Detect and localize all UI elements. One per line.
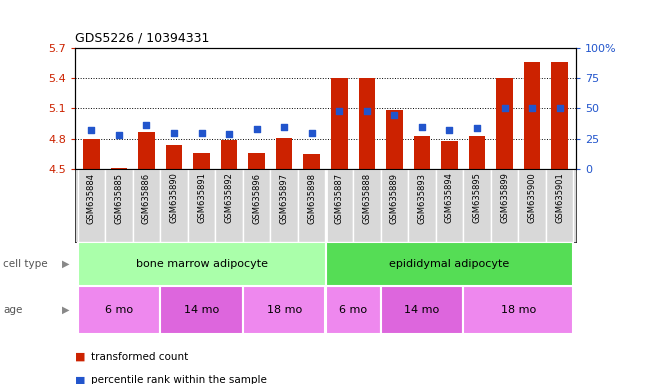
Text: GSM635898: GSM635898 (307, 173, 316, 223)
Point (389, 111, 400, 118)
Text: age: age (3, 305, 23, 315)
Text: cell type: cell type (3, 259, 48, 269)
Bar (243, 169, 270, 242)
Text: GSM635884: GSM635884 (87, 173, 96, 223)
Point (224, 131, 234, 137)
Text: epididymal adipocyte: epididymal adipocyte (389, 259, 510, 269)
Bar (221, 140, 238, 169)
Bar (160, 169, 187, 242)
Point (169, 129, 179, 136)
Text: GSM635885: GSM635885 (115, 173, 124, 223)
Bar (331, 78, 348, 169)
Text: GSM635896: GSM635896 (252, 173, 261, 223)
Point (334, 108, 344, 114)
Bar (436, 169, 464, 242)
Text: GSM635899: GSM635899 (500, 173, 509, 223)
Bar (496, 78, 513, 169)
Point (114, 132, 124, 138)
Point (417, 124, 427, 130)
Text: 18 mo: 18 mo (266, 305, 302, 315)
Bar (441, 141, 458, 169)
Text: GSM635888: GSM635888 (363, 173, 371, 224)
Bar (105, 169, 133, 242)
Text: GSM635894: GSM635894 (445, 173, 454, 223)
Point (472, 125, 482, 131)
Bar (381, 286, 464, 334)
Bar (518, 169, 546, 242)
Text: GSM635889: GSM635889 (390, 173, 399, 223)
Point (499, 106, 510, 112)
Text: GSM635887: GSM635887 (335, 173, 344, 224)
Bar (215, 169, 243, 242)
Bar (77, 286, 160, 334)
Bar (138, 132, 155, 169)
Bar (326, 242, 574, 286)
Text: GSM635895: GSM635895 (473, 173, 482, 223)
Text: ■: ■ (75, 375, 85, 384)
Bar (381, 169, 408, 242)
Point (141, 122, 152, 129)
Text: transformed count: transformed count (91, 352, 188, 362)
Bar (408, 169, 436, 242)
Bar (133, 169, 160, 242)
Bar (413, 136, 430, 169)
Point (279, 124, 290, 130)
Text: 18 mo: 18 mo (501, 305, 536, 315)
Text: GSM635886: GSM635886 (142, 173, 151, 224)
Point (527, 106, 537, 112)
Point (86, 127, 96, 133)
Bar (464, 169, 491, 242)
Text: 14 mo: 14 mo (184, 305, 219, 315)
Bar (83, 139, 100, 169)
Text: GSM635897: GSM635897 (280, 173, 288, 223)
Text: GSM635900: GSM635900 (527, 173, 536, 223)
Point (444, 127, 454, 133)
Point (197, 129, 207, 136)
Bar (464, 286, 574, 334)
Bar (187, 169, 215, 242)
Text: GDS5226 / 10394331: GDS5226 / 10394331 (75, 31, 209, 44)
Text: 6 mo: 6 mo (105, 305, 133, 315)
Text: ▶: ▶ (62, 305, 70, 315)
Text: 6 mo: 6 mo (339, 305, 367, 315)
Bar (524, 62, 540, 169)
Bar (77, 242, 326, 286)
Text: GSM635891: GSM635891 (197, 173, 206, 223)
Bar (166, 145, 182, 169)
Bar (353, 169, 381, 242)
Bar (270, 169, 298, 242)
Text: GSM635893: GSM635893 (417, 173, 426, 223)
Bar (326, 169, 353, 242)
Bar (359, 78, 375, 169)
Bar (469, 136, 485, 169)
Text: GSM635890: GSM635890 (169, 173, 178, 223)
Text: ■: ■ (75, 352, 85, 362)
Bar (386, 110, 402, 169)
Bar (77, 169, 105, 242)
Point (251, 126, 262, 132)
Bar (249, 153, 265, 169)
Text: 14 mo: 14 mo (404, 305, 439, 315)
Bar (243, 286, 326, 334)
Bar (276, 138, 292, 169)
Text: GSM635892: GSM635892 (225, 173, 234, 223)
Bar (298, 169, 326, 242)
Bar (491, 169, 518, 242)
Point (307, 129, 317, 136)
Bar (546, 169, 574, 242)
Point (361, 108, 372, 114)
Bar (160, 286, 243, 334)
Text: GSM635901: GSM635901 (555, 173, 564, 223)
Bar (551, 62, 568, 169)
Point (555, 106, 565, 112)
Bar (303, 154, 320, 169)
Text: ▶: ▶ (62, 259, 70, 269)
Text: percentile rank within the sample: percentile rank within the sample (91, 375, 267, 384)
Bar (326, 286, 381, 334)
Text: bone marrow adipocyte: bone marrow adipocyte (135, 259, 268, 269)
Bar (193, 153, 210, 169)
